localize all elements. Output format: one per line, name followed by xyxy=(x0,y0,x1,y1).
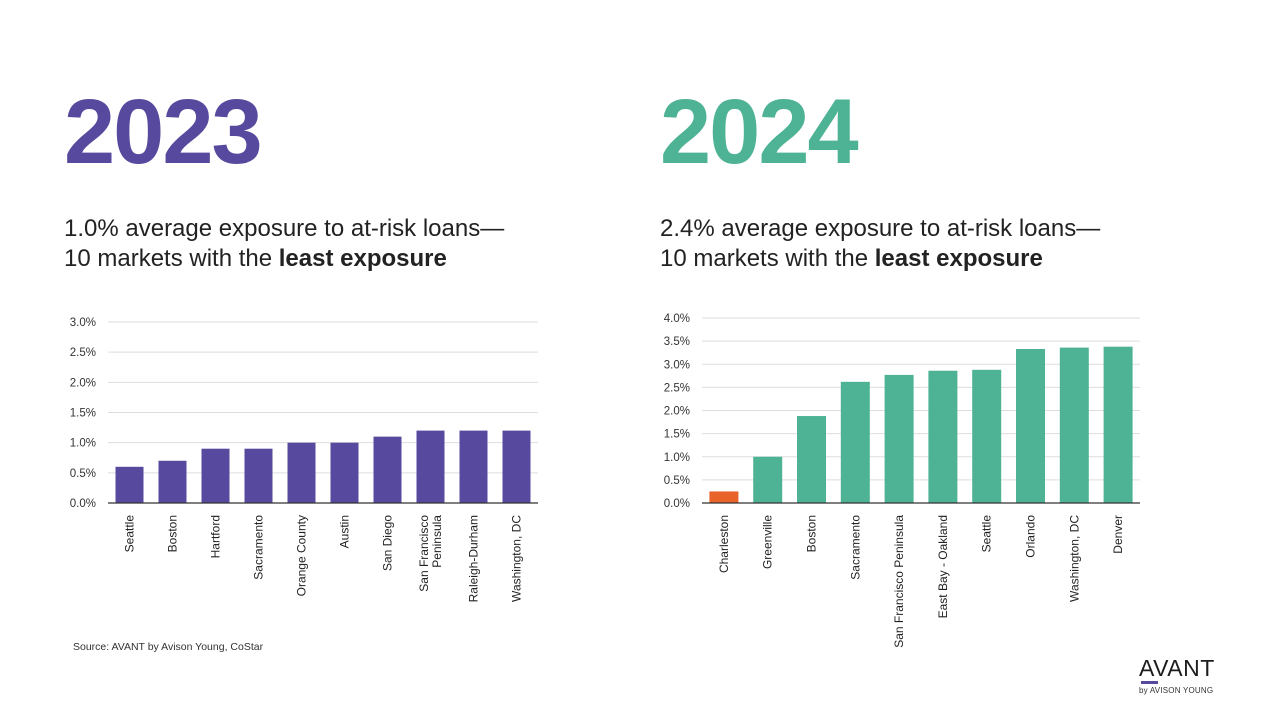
x-category-label: Raleigh-Durham xyxy=(467,515,481,602)
y-tick-label: 0.0% xyxy=(70,498,96,510)
y-tick-label: 2.5% xyxy=(70,347,96,359)
subtitle-line1: 2.4% average exposure to at-risk loans— xyxy=(660,215,1101,242)
subtitle-line2-bold: least exposure xyxy=(874,245,1043,272)
logo-underline xyxy=(1141,681,1158,684)
y-tick-label: 1.5% xyxy=(70,408,96,420)
y-tick-label: 1.0% xyxy=(70,438,96,450)
y-tick-label: 1.5% xyxy=(664,429,690,441)
subtitle-2024: 2.4% average exposure to at-risk loans— … xyxy=(660,214,1180,274)
subtitle-line2-prefix: 10 markets with the xyxy=(660,245,875,272)
y-tick-label: 3.0% xyxy=(664,359,690,371)
bar-chart-2023: 0.0% 0.5% 1.0% 1.5% 2.0% 2.5% 3.0% Seattle Bosto… xyxy=(70,317,538,602)
y-tick-label: 4.0% xyxy=(664,313,690,325)
bar-chart-2024: 0.0% 0.5% 1.0% 1.5% 2.0% 2.5% 3.0% 3.5% 4.0% Char… xyxy=(664,313,1140,648)
y-tick-label: 2.0% xyxy=(70,377,96,389)
bar xyxy=(797,416,826,503)
avant-logo: AVANT by AVISON YOUNG xyxy=(1139,656,1229,695)
bar xyxy=(373,436,402,503)
bar xyxy=(753,456,783,503)
x-category-label: San Francisco xyxy=(417,515,431,592)
bar xyxy=(244,448,273,503)
logo-word: AVANT xyxy=(1139,655,1215,681)
bar xyxy=(972,369,1002,503)
bar xyxy=(1059,347,1089,503)
x-category-label: Peninsula xyxy=(430,515,444,568)
y-tick-label: 2.0% xyxy=(664,406,690,418)
x-category-label: Washington, DC xyxy=(1067,515,1081,602)
x-category-label: Orlando xyxy=(1024,515,1038,558)
bar xyxy=(287,442,316,503)
bar xyxy=(502,430,531,503)
y-tick-label: 0.5% xyxy=(70,468,96,480)
bar xyxy=(928,370,958,503)
bar xyxy=(115,466,144,503)
y-tick-label: 3.0% xyxy=(70,317,96,329)
x-category-label: Hartford xyxy=(209,515,223,558)
bar xyxy=(840,381,870,503)
y-tick-label: 0.5% xyxy=(664,475,690,487)
bar xyxy=(709,491,739,503)
bar xyxy=(416,430,445,503)
x-category-label: Orange County xyxy=(295,515,309,596)
year-heading-2023: 2023 xyxy=(64,81,263,183)
bar xyxy=(1103,346,1133,503)
x-category-label: Seattle xyxy=(123,515,137,553)
y-tick-label: 2.5% xyxy=(664,382,690,394)
subtitle-2023: 1.0% average exposure to at-risk loans— … xyxy=(64,214,584,274)
bar xyxy=(330,442,359,503)
x-category-label: Boston xyxy=(805,515,819,552)
subtitle-line2-prefix: 10 markets with the xyxy=(64,245,279,272)
y-tick-label: 1.0% xyxy=(664,452,690,464)
bar xyxy=(884,374,914,503)
y-tick-label: 0.0% xyxy=(664,498,690,510)
year-heading-2024: 2024 xyxy=(660,81,859,183)
subtitle-line2-bold: least exposure xyxy=(278,245,447,272)
x-category-label: Seattle xyxy=(980,515,994,553)
x-category-label: Washington, DC xyxy=(510,515,524,602)
x-category-label: San Francisco Peninsula xyxy=(892,515,906,648)
bar xyxy=(1016,348,1045,503)
y-tick-label: 3.5% xyxy=(664,336,690,348)
x-category-label: Sacramento xyxy=(848,515,862,580)
bar xyxy=(459,430,488,503)
bar xyxy=(201,448,230,503)
x-category-label: Sacramento xyxy=(252,515,266,580)
x-category-label: San Diego xyxy=(381,515,395,571)
subtitle-line1: 1.0% average exposure to at-risk loans— xyxy=(64,215,505,242)
x-category-label: East Bay - Oakland xyxy=(936,515,950,618)
logo-byline: by AVISON YOUNG xyxy=(1139,686,1214,695)
x-category-label: Greenville xyxy=(761,515,775,569)
source-note: Source: AVANT by Avison Young, CoStar xyxy=(73,641,264,653)
x-category-label: Charleston xyxy=(717,515,731,573)
x-category-label: Austin xyxy=(338,515,352,548)
bar xyxy=(158,460,187,503)
x-category-label: Boston xyxy=(166,515,180,552)
x-category-label: Denver xyxy=(1111,515,1125,554)
